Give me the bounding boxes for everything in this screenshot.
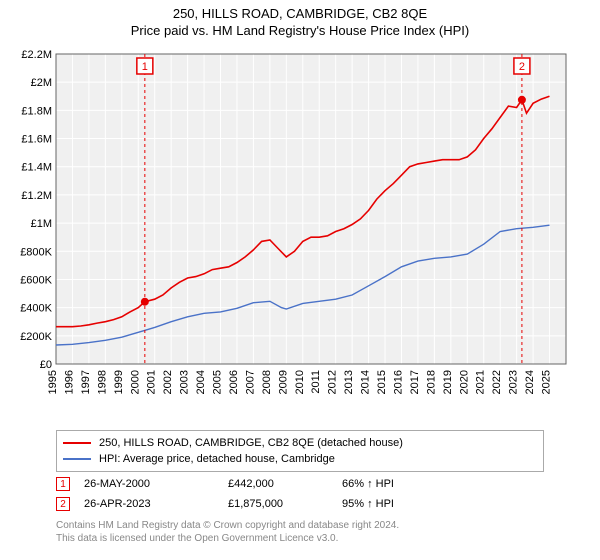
x-tick-label: 2002 bbox=[162, 370, 174, 394]
sale-row-pct: 66% ↑ HPI bbox=[342, 478, 462, 490]
y-tick-label: £1.4M bbox=[21, 162, 52, 174]
y-tick-label: £1.2M bbox=[21, 190, 52, 202]
footnote: Contains HM Land Registry data © Crown c… bbox=[56, 520, 556, 545]
x-tick-label: 2013 bbox=[343, 370, 355, 394]
y-tick-label: £1.8M bbox=[21, 105, 52, 117]
x-tick-label: 2005 bbox=[212, 370, 224, 394]
sale-row-marker: 2 bbox=[56, 497, 70, 511]
x-tick-label: 2017 bbox=[409, 370, 421, 394]
y-tick-label: £2M bbox=[31, 77, 52, 89]
chart-titles: 250, HILLS ROAD, CAMBRIDGE, CB2 8QE Pric… bbox=[0, 0, 600, 38]
x-tick-label: 2011 bbox=[310, 370, 322, 394]
chart-title-line1: 250, HILLS ROAD, CAMBRIDGE, CB2 8QE bbox=[0, 6, 600, 21]
legend-row: 250, HILLS ROAD, CAMBRIDGE, CB2 8QE (det… bbox=[63, 435, 537, 451]
chart: £0 £200K £400K £600K £800K £1M £1.2M £1.4M £1.6M… bbox=[10, 48, 590, 418]
footnote-line2: This data is licensed under the Open Gov… bbox=[56, 533, 338, 544]
x-tick-label: 2012 bbox=[327, 370, 339, 394]
sale-row-price: £442,000 bbox=[228, 478, 328, 490]
y-tick-label: £1.6M bbox=[21, 134, 52, 146]
sale-row-price: £1,875,000 bbox=[228, 498, 328, 510]
x-tick-label: 2001 bbox=[146, 370, 158, 394]
x-tick-label: 2019 bbox=[442, 370, 454, 394]
x-tick-label: 2018 bbox=[425, 370, 437, 394]
sale-marker-num-1: 1 bbox=[142, 61, 148, 73]
x-tick-label: 1998 bbox=[96, 370, 108, 394]
sale-row-marker: 1 bbox=[56, 477, 70, 491]
legend-row: HPI: Average price, detached house, Camb… bbox=[63, 451, 537, 467]
sale-marker-dot-1 bbox=[141, 298, 149, 306]
x-tick-label: 1996 bbox=[63, 370, 75, 394]
x-tick-label: 2007 bbox=[244, 370, 256, 394]
y-tick-label: £2.2M bbox=[21, 49, 52, 61]
x-tick-label: 2023 bbox=[508, 370, 520, 394]
x-tick-label: 2025 bbox=[541, 370, 553, 394]
x-tick-label: 2015 bbox=[376, 370, 388, 394]
sale-marker-dot-2 bbox=[518, 96, 526, 104]
y-tick-label: £0 bbox=[40, 359, 52, 371]
legend-label: HPI: Average price, detached house, Camb… bbox=[99, 453, 335, 465]
legend-swatch bbox=[63, 442, 91, 444]
x-tick-label: 2016 bbox=[392, 370, 404, 394]
x-tick-label: 2014 bbox=[360, 370, 372, 394]
legend: 250, HILLS ROAD, CAMBRIDGE, CB2 8QE (det… bbox=[56, 430, 544, 472]
chart-title-line2: Price paid vs. HM Land Registry's House … bbox=[0, 23, 600, 38]
x-tick-label: 2006 bbox=[228, 370, 240, 394]
y-tick-label: £600K bbox=[20, 274, 52, 286]
x-tick-label: 2009 bbox=[277, 370, 289, 394]
x-tick-label: 1997 bbox=[80, 370, 92, 394]
sale-row: 2 26-APR-2023 £1,875,000 95% ↑ HPI bbox=[56, 494, 544, 514]
x-tick-label: 2004 bbox=[195, 370, 207, 394]
x-tick-label: 2003 bbox=[179, 370, 191, 394]
x-tick-label: 2020 bbox=[458, 370, 470, 394]
legend-label: 250, HILLS ROAD, CAMBRIDGE, CB2 8QE (det… bbox=[99, 437, 403, 449]
chart-svg: £0 £200K £400K £600K £800K £1M £1.2M £1.4M £1.6M… bbox=[10, 48, 590, 418]
x-tick-label: 2022 bbox=[491, 370, 503, 394]
sale-row-date: 26-APR-2023 bbox=[84, 498, 214, 510]
sales-table: 1 26-MAY-2000 £442,000 66% ↑ HPI 2 26-APR-202… bbox=[56, 474, 544, 514]
y-tick-label: £200K bbox=[20, 331, 52, 343]
y-tick-label: £1M bbox=[31, 218, 52, 230]
x-tick-label: 2024 bbox=[524, 370, 536, 394]
footnote-line1: Contains HM Land Registry data © Crown c… bbox=[56, 520, 399, 531]
x-tick-label: 2000 bbox=[129, 370, 141, 394]
sale-marker-num-2: 2 bbox=[519, 61, 525, 73]
sale-row-pct: 95% ↑ HPI bbox=[342, 498, 462, 510]
legend-swatch bbox=[63, 458, 91, 460]
sale-row: 1 26-MAY-2000 £442,000 66% ↑ HPI bbox=[56, 474, 544, 494]
y-tick-label: £800K bbox=[20, 246, 52, 258]
x-tick-label: 1995 bbox=[47, 370, 59, 394]
x-tick-label: 2021 bbox=[475, 370, 487, 394]
x-tick-label: 1999 bbox=[113, 370, 125, 394]
y-tick-label: £400K bbox=[20, 303, 52, 315]
x-tick-label: 2010 bbox=[294, 370, 306, 394]
sale-row-date: 26-MAY-2000 bbox=[84, 478, 214, 490]
x-tick-label: 2008 bbox=[261, 370, 273, 394]
